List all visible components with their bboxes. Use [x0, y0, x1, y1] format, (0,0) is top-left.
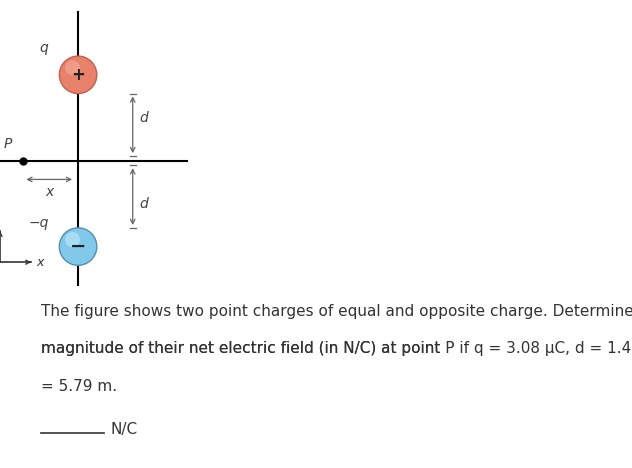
Text: = 5.79 m.: = 5.79 m.	[41, 379, 117, 394]
Text: −q: −q	[29, 216, 49, 230]
Text: x: x	[36, 256, 43, 269]
Circle shape	[59, 228, 97, 265]
Text: magnitude of their net electric field (in N/C) at point ​P if q = 3.08 μC, d = 1: magnitude of their net electric field (i…	[41, 341, 632, 356]
Text: q: q	[39, 41, 48, 55]
Text: N/C: N/C	[111, 422, 138, 437]
Circle shape	[65, 232, 80, 247]
Text: +: +	[71, 66, 85, 84]
Circle shape	[65, 60, 80, 75]
Text: −: −	[70, 237, 86, 256]
Text: x: x	[46, 185, 54, 199]
Text: The figure shows two point charges of equal and opposite charge. Determine the: The figure shows two point charges of eq…	[41, 304, 632, 319]
Text: d: d	[139, 111, 148, 125]
Text: P: P	[4, 137, 12, 151]
Text: magnitude of their net electric field (in N/C) at point: magnitude of their net electric field (i…	[41, 341, 446, 356]
Text: d: d	[139, 197, 148, 211]
Circle shape	[59, 56, 97, 94]
